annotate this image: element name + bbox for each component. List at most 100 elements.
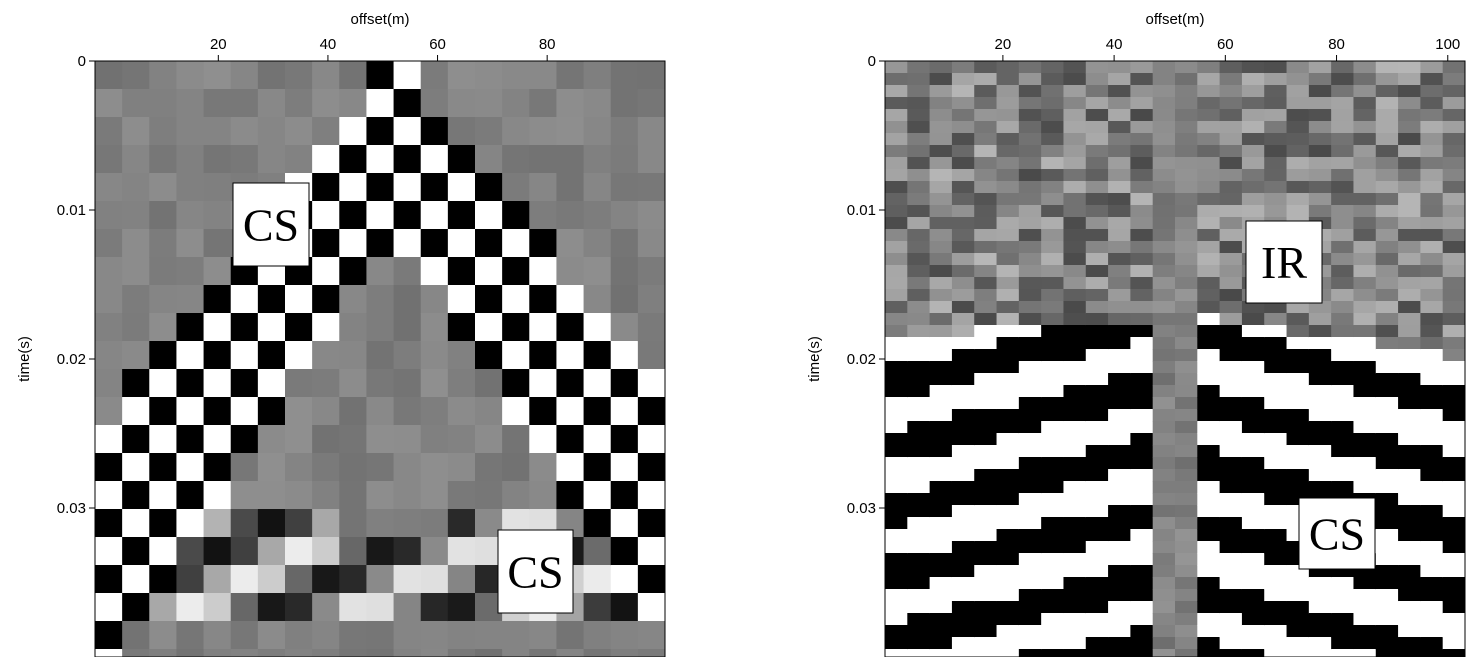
trace-cell [1241,637,1265,650]
trace-cell [420,425,449,454]
trace-cell [907,577,931,590]
trace-cell [1241,601,1265,614]
trace-cell [1108,121,1131,134]
trace-cell [996,109,1020,122]
trace-cell [885,373,908,386]
trace-cell [176,173,205,202]
trace-cell [502,369,530,398]
trace-cell [1420,121,1444,134]
trace-cell [1018,493,1042,506]
trace-cell [1197,361,1221,374]
trace-cell [1331,121,1354,134]
trace-cell [1041,133,1064,146]
trace-cell [907,217,931,230]
trace-cell [1331,325,1354,338]
trace-cell [951,73,975,86]
trace-cell [1219,445,1243,458]
trace-cell [1375,481,1399,494]
trace-cell [447,313,476,342]
trace-cell [95,509,123,538]
trace-cell [1331,373,1354,386]
trace-cell [529,229,557,258]
trace-cell [907,493,931,506]
trace-cell [1063,421,1087,434]
trace-cell [1152,253,1176,266]
trace-cell [149,257,177,286]
trace-cell [1018,169,1042,182]
trace-cell [583,341,612,370]
trace-cell [1241,445,1265,458]
trace-cell [610,145,639,174]
trace-cell [1286,157,1310,170]
trace-cell [907,445,931,458]
trace-cell [1130,157,1154,170]
trace-cell [176,397,205,426]
trace-cell [1286,613,1310,626]
trace-cell [420,229,449,258]
trace-cell [1152,361,1176,374]
trace-cell [1308,109,1332,122]
trace-cell [951,613,975,626]
trace-cell [1331,589,1354,602]
trace-cell [929,541,953,554]
trace-cell [1063,133,1087,146]
trace-cell [974,229,998,242]
trace-cell [1175,625,1198,638]
trace-cell [176,621,205,650]
trace-cell [1308,385,1332,398]
trace-cell [1219,637,1243,650]
trace-cell [907,349,931,362]
trace-cell [230,593,259,622]
trace-cell [1108,301,1131,314]
trace-cell [583,425,612,454]
trace-cell [1085,613,1109,626]
trace-cell [529,397,557,426]
trace-cell [1420,205,1444,218]
trace-cell [1353,637,1377,650]
trace-cell [1041,613,1064,626]
trace-cell [996,205,1020,218]
trace-cell [1063,361,1087,374]
trace-cell [95,565,123,594]
trace-cell [1041,181,1064,194]
trace-cell [1197,469,1221,482]
trace-cell [1420,397,1444,410]
trace-cell [502,173,530,202]
trace-cell [1264,313,1288,326]
trace-cell [1175,445,1198,458]
trace-cell [1041,553,1064,566]
trace-cell [230,61,259,90]
trace-cell [1264,529,1288,542]
trace-cell [996,121,1020,134]
trace-cell [393,369,422,398]
trace-cell [1197,277,1221,290]
trace-cell [176,61,205,90]
trace-cell [1175,649,1198,657]
trace-cell [1219,457,1243,470]
trace-cell [1420,649,1444,657]
trace-cell [1398,493,1421,506]
trace-cell [1375,649,1399,657]
trace-cell [1041,145,1064,158]
trace-cell [974,181,998,194]
trace-cell [996,385,1020,398]
trace-cell [1041,469,1064,482]
trace-cell [1241,433,1265,446]
trace-cell [556,621,585,650]
trace-cell [974,277,998,290]
trace-cell [1197,97,1221,110]
trace-cell [996,229,1020,242]
trace-cell [312,565,340,594]
annotation-box [1298,497,1376,570]
trace-cell [1353,205,1377,218]
trace-cell [1308,121,1332,134]
trace-cell [1018,109,1042,122]
trace-cell [1197,61,1221,74]
trace-cell [312,453,340,482]
trace-cell [951,541,975,554]
trace-cell [312,201,340,230]
trace-cell [1018,457,1042,470]
trace-cell [529,285,557,314]
trace-cell [885,529,908,542]
trace-cell [502,425,530,454]
